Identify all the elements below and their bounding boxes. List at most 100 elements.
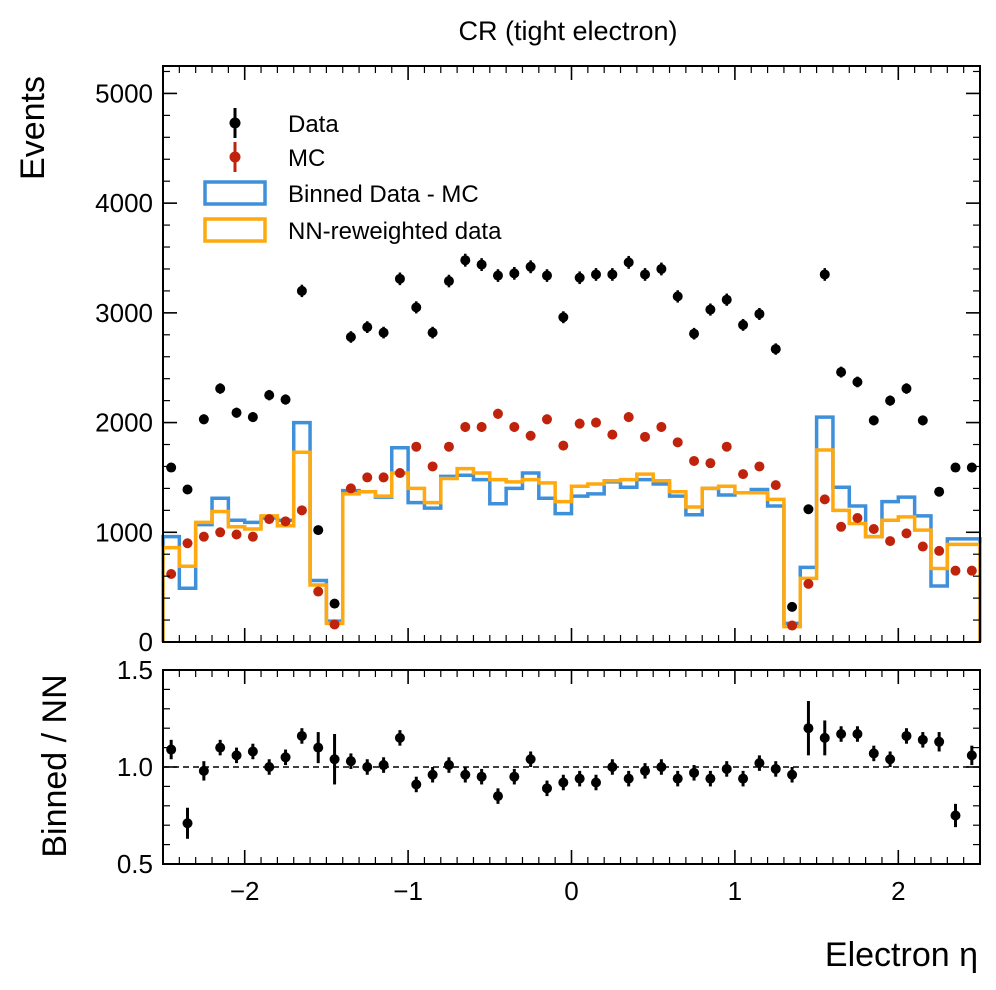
x-tick-label: −2 [230, 876, 260, 906]
ratio-point [443, 760, 454, 771]
data-point [607, 269, 618, 280]
mc-point [247, 531, 258, 542]
data-point [182, 484, 193, 495]
ratio-y-tick-label: 1.0 [117, 752, 153, 782]
ratio-point [166, 744, 177, 755]
ratio-point [574, 773, 585, 784]
legend-marker-box [203, 217, 267, 243]
ratio-point [280, 752, 291, 763]
data-point [852, 376, 863, 387]
ratio-point [362, 762, 373, 772]
data-point [917, 415, 928, 426]
legend: Data MC Binned Data - MC NN-reweighted data [203, 108, 502, 245]
mc-point [362, 472, 373, 483]
data-point [345, 331, 356, 342]
mc-point [721, 441, 732, 452]
top-y-axis-title: Events [14, 76, 52, 180]
mc-point [215, 527, 226, 538]
data-point [525, 261, 536, 272]
mc-point [950, 565, 961, 576]
ratio-point [950, 810, 961, 821]
mc-point [411, 441, 422, 452]
data-point [296, 285, 307, 296]
data-point [427, 327, 438, 338]
x-tick-label: 0 [564, 876, 578, 906]
mc-point [656, 421, 667, 432]
data-point [885, 395, 896, 406]
x-axis-title: Electron η [825, 936, 978, 974]
data-point [362, 322, 373, 333]
step-series-1 [161, 415, 982, 642]
mc-point [345, 483, 356, 494]
top-panel: 0 1000 2000 3000 4000 5000 [95, 65, 982, 657]
mc-point [231, 529, 242, 540]
mc-point [296, 505, 307, 516]
mc-point [623, 412, 634, 423]
ratio-panel: −2 −1 0 1 2 0.5 1.0 1.5 [117, 655, 981, 906]
data-point [558, 312, 569, 323]
mc-point [852, 513, 863, 524]
mc-point [934, 545, 945, 556]
ratio-point [721, 763, 732, 774]
mc-point [885, 536, 896, 547]
legend-label: NN-reweighted data [288, 218, 502, 245]
mc-point [182, 538, 193, 549]
ratio-point [966, 750, 977, 761]
legend-label: Binned Data - MC [288, 181, 479, 208]
mc-point [541, 414, 552, 425]
mc-point [166, 568, 177, 579]
ratio-point [182, 818, 193, 829]
data-point [411, 302, 422, 313]
data-point [460, 255, 471, 266]
data-point [770, 344, 781, 355]
legend-label: MC [288, 145, 325, 172]
ratio-point [541, 783, 552, 794]
x-tick-label: 2 [891, 876, 905, 906]
ratio-point [411, 779, 422, 790]
ratio-y-tick-label: 0.5 [117, 849, 153, 879]
mc-point [264, 514, 275, 525]
ratio-point [492, 791, 503, 802]
data-point [901, 383, 912, 394]
mc-point [738, 469, 749, 480]
mc-point [787, 620, 798, 631]
ratio-point [231, 750, 242, 761]
mc-point [689, 455, 700, 466]
mc-point [705, 458, 716, 469]
ratio-point [803, 723, 814, 734]
ratio-point [705, 773, 716, 784]
data-point [574, 272, 585, 283]
mc-point [868, 523, 879, 534]
mc-point [591, 417, 602, 428]
data-point [966, 462, 977, 473]
ratio-point [934, 736, 945, 747]
ratio-point [313, 742, 324, 753]
ratio-point [836, 729, 847, 740]
bottom-y-axis-title: Binned / NN [36, 674, 74, 857]
mc-point [966, 565, 977, 576]
ratio-point [689, 767, 700, 778]
data-point [754, 308, 765, 319]
data-point [640, 269, 651, 280]
y-tick-label: 1000 [95, 517, 153, 547]
mc-point [427, 461, 438, 472]
y-tick-label: 5000 [95, 78, 153, 108]
ratio-y-tick-label: 1.5 [117, 655, 153, 685]
mc-point [509, 421, 520, 432]
mc-point [770, 480, 781, 491]
data-point [819, 269, 830, 280]
y-tick-label: 4000 [95, 188, 153, 218]
ratio-point [247, 746, 258, 757]
data-point [215, 383, 226, 394]
data-point [443, 276, 454, 287]
mc-point [574, 418, 585, 429]
legend-marker-box [203, 180, 267, 206]
data-point [476, 259, 487, 270]
ratio-point [198, 765, 209, 776]
ratio-point [787, 769, 798, 780]
ratio-point [656, 762, 667, 772]
mc-point [378, 472, 389, 483]
ratio-point [394, 732, 405, 743]
data-point [394, 273, 405, 284]
